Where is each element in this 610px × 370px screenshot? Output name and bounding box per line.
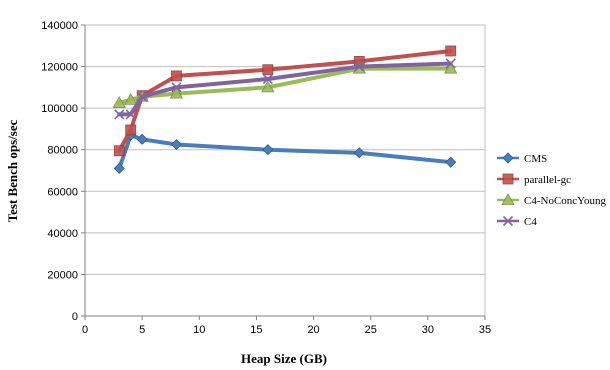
x-tick-label: 5 [139, 324, 145, 336]
data-point-marker [136, 133, 148, 145]
data-point-marker [262, 144, 274, 156]
legend-swatch-marker [502, 215, 514, 227]
x-tick-label: 35 [479, 324, 491, 336]
data-point-marker [113, 145, 125, 157]
x-tick-label: 30 [422, 324, 434, 336]
y-tick-label: 0 [72, 311, 78, 323]
legend-label: C4 [524, 216, 537, 228]
x-tick-label: 10 [193, 324, 205, 336]
legend-label: CMS [524, 153, 547, 165]
data-point-marker [445, 156, 457, 168]
data-point-marker [125, 124, 137, 136]
data-point-marker [112, 96, 126, 108]
y-tick-label: 40000 [47, 228, 78, 240]
data-point-marker [171, 70, 182, 82]
data-point-marker [114, 109, 125, 120]
data-point-marker [444, 61, 458, 74]
legend-label: C4-NoConcYoung [524, 195, 607, 207]
axes: 0 20000 40000 60000 80000 100000 120000 140000 0… [41, 20, 491, 336]
y-tick-label: 140000 [41, 20, 78, 32]
data-point-marker [169, 86, 184, 99]
x-axis-title: Heap Size (GB) [241, 351, 327, 366]
legend-swatch-marker [502, 173, 514, 185]
legend-item: CMS [497, 152, 547, 165]
y-tick-label: 100000 [41, 103, 78, 115]
y-tick-label: 80000 [47, 145, 78, 157]
y-tick-label: 60000 [47, 186, 78, 198]
legend-swatch-marker [501, 193, 515, 205]
legend-swatch-marker [502, 152, 514, 164]
y-tick-label: 20000 [47, 269, 78, 281]
series-c4 [114, 58, 456, 120]
data-point-marker [137, 91, 148, 102]
legend-item: C4 [497, 215, 537, 228]
y-axis-title: Test Bench ops/sec [5, 119, 20, 222]
data-point-marker [353, 147, 365, 159]
data-point-marker [124, 93, 138, 105]
legend-label: parallel-gc [524, 174, 571, 186]
data-point-marker [171, 82, 182, 93]
legend: CMS parallel-gc C4-NoConcYoung C4 [497, 152, 607, 228]
data-point-marker [170, 138, 182, 151]
data-point-marker [262, 64, 274, 76]
data-point-marker [262, 73, 273, 85]
legend-item: parallel-gc [497, 173, 571, 186]
data-point-marker [113, 162, 125, 174]
data-point-marker [125, 109, 136, 120]
legend-item: C4-NoConcYoung [497, 193, 607, 207]
y-tick-label: 120000 [41, 62, 78, 74]
x-tick-label: 0 [82, 324, 88, 336]
x-tick-label: 20 [307, 324, 319, 336]
x-tick-label: 15 [250, 324, 262, 336]
series-layer [112, 45, 458, 174]
data-point-marker [354, 61, 365, 72]
x-tick-label: 25 [365, 324, 377, 336]
data-point-marker [261, 80, 275, 93]
data-point-marker [445, 45, 457, 57]
data-point-marker [445, 58, 456, 69]
